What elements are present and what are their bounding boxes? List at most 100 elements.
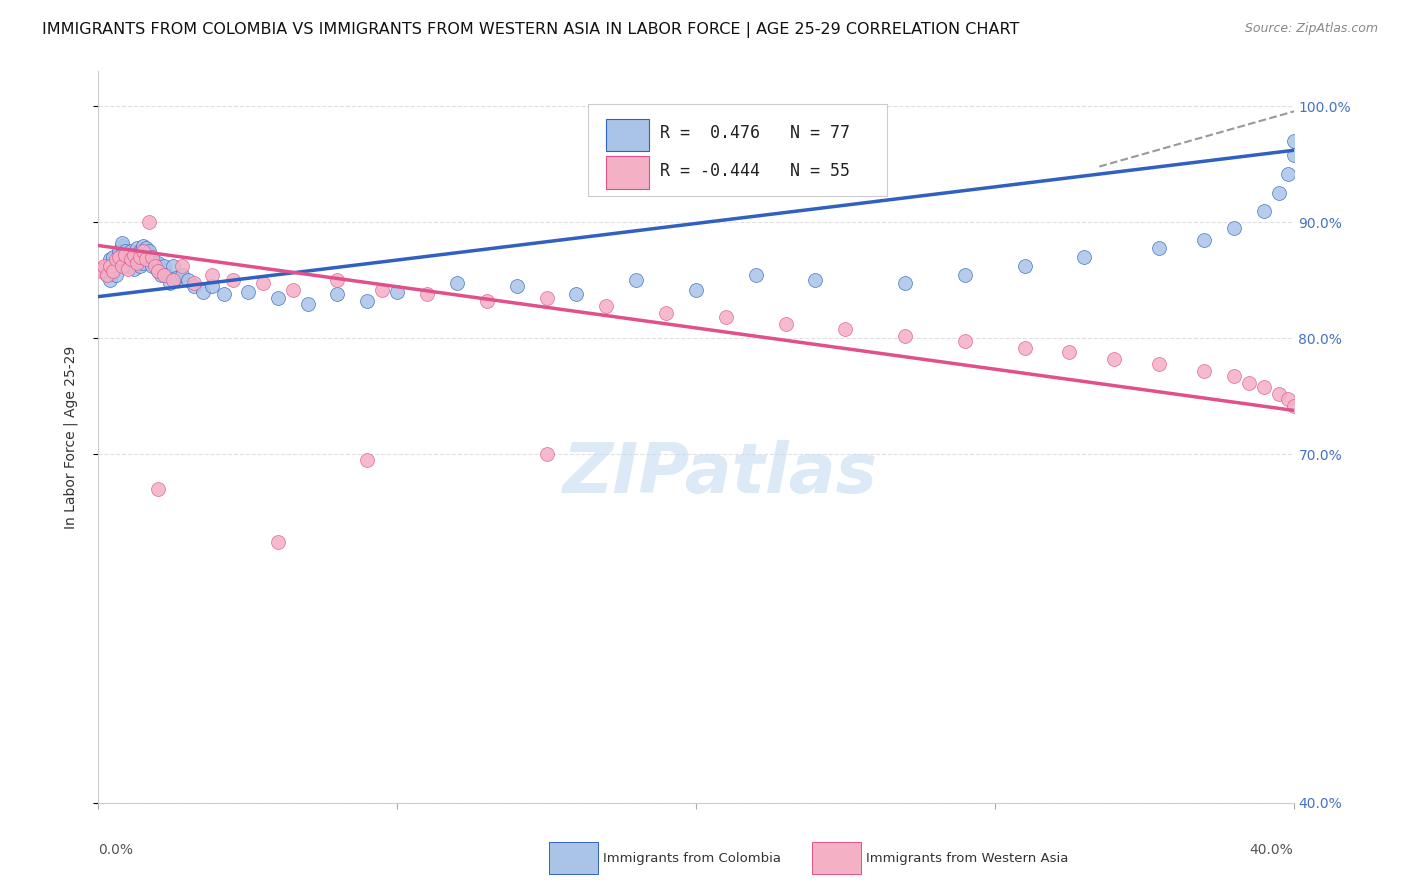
Point <box>148 264 170 278</box>
Point <box>804 273 827 287</box>
Point <box>108 244 131 259</box>
Point <box>1059 345 1081 359</box>
Point <box>141 250 163 264</box>
Point <box>685 283 707 297</box>
Point <box>834 322 856 336</box>
Point <box>371 283 394 297</box>
Point <box>1282 399 1305 413</box>
Point <box>105 268 128 282</box>
Point <box>1073 250 1095 264</box>
Point <box>894 329 917 343</box>
Point <box>172 260 194 274</box>
Point <box>129 260 152 274</box>
Point <box>143 256 166 270</box>
Point <box>655 306 678 320</box>
Point <box>1267 387 1289 401</box>
Point <box>90 264 112 278</box>
Point <box>212 287 235 301</box>
Point <box>1277 392 1299 406</box>
Point <box>1104 352 1126 367</box>
Point <box>626 273 648 287</box>
Point <box>111 260 134 274</box>
Point <box>138 244 160 259</box>
Point <box>201 279 224 293</box>
Point <box>120 256 142 270</box>
Point <box>114 250 136 264</box>
Point <box>536 291 558 305</box>
Text: IMMIGRANTS FROM COLOMBIA VS IMMIGRANTS FROM WESTERN ASIA IN LABOR FORCE | AGE 25: IMMIGRANTS FROM COLOMBIA VS IMMIGRANTS F… <box>42 22 1019 38</box>
Point <box>1282 134 1305 148</box>
Point <box>153 260 176 274</box>
Point <box>148 483 170 497</box>
Point <box>191 285 214 299</box>
Point <box>105 260 128 274</box>
Point <box>124 248 146 262</box>
Point <box>177 273 200 287</box>
Point <box>117 261 139 276</box>
Point <box>536 448 558 462</box>
Point <box>1147 241 1170 255</box>
Point <box>1237 376 1260 390</box>
Point <box>162 273 184 287</box>
Point <box>124 252 146 267</box>
Point <box>108 250 131 264</box>
Point <box>114 248 136 262</box>
Point <box>165 271 187 285</box>
Point <box>135 241 157 255</box>
Point <box>127 241 149 255</box>
Point <box>132 256 155 270</box>
Point <box>1282 148 1305 162</box>
Point <box>132 238 155 252</box>
Point <box>506 279 529 293</box>
Point <box>127 256 149 270</box>
FancyBboxPatch shape <box>606 156 650 188</box>
Point <box>132 244 155 259</box>
Point <box>267 534 290 549</box>
Point <box>565 287 588 301</box>
Point <box>98 273 122 287</box>
Point <box>129 250 152 264</box>
Point <box>1267 186 1289 201</box>
Point <box>103 264 125 278</box>
Point <box>775 318 797 332</box>
Point <box>267 291 290 305</box>
Point <box>172 268 194 282</box>
Point <box>236 285 259 299</box>
Point <box>93 260 115 274</box>
Point <box>953 334 976 348</box>
Point <box>1277 167 1299 181</box>
Text: Immigrants from Western Asia: Immigrants from Western Asia <box>866 852 1069 865</box>
Point <box>93 264 115 278</box>
Point <box>201 268 224 282</box>
Point <box>156 268 179 282</box>
Point <box>953 268 976 282</box>
Point <box>356 453 378 467</box>
Point <box>297 296 319 310</box>
Point <box>117 260 139 274</box>
Point <box>143 260 166 274</box>
Point <box>745 268 768 282</box>
Point <box>108 248 131 262</box>
Point <box>153 268 176 282</box>
Point <box>117 252 139 267</box>
Point <box>148 256 170 270</box>
Point <box>129 244 152 259</box>
Y-axis label: In Labor Force | Age 25-29: In Labor Force | Age 25-29 <box>63 345 77 529</box>
Point <box>385 285 409 299</box>
Text: Immigrants from Colombia: Immigrants from Colombia <box>603 852 780 865</box>
Point <box>96 268 118 282</box>
Text: 40.0%: 40.0% <box>1250 843 1294 857</box>
Point <box>141 250 163 264</box>
Point <box>120 252 142 267</box>
Point <box>475 294 498 309</box>
Point <box>117 248 139 262</box>
Point <box>1192 364 1215 378</box>
Point <box>111 250 134 264</box>
Point <box>124 261 146 276</box>
Point <box>1223 368 1246 383</box>
Point <box>111 238 134 252</box>
Point <box>1253 203 1275 218</box>
Point <box>96 260 118 274</box>
Text: R =  0.476   N = 77: R = 0.476 N = 77 <box>661 124 851 142</box>
Point <box>135 252 157 267</box>
